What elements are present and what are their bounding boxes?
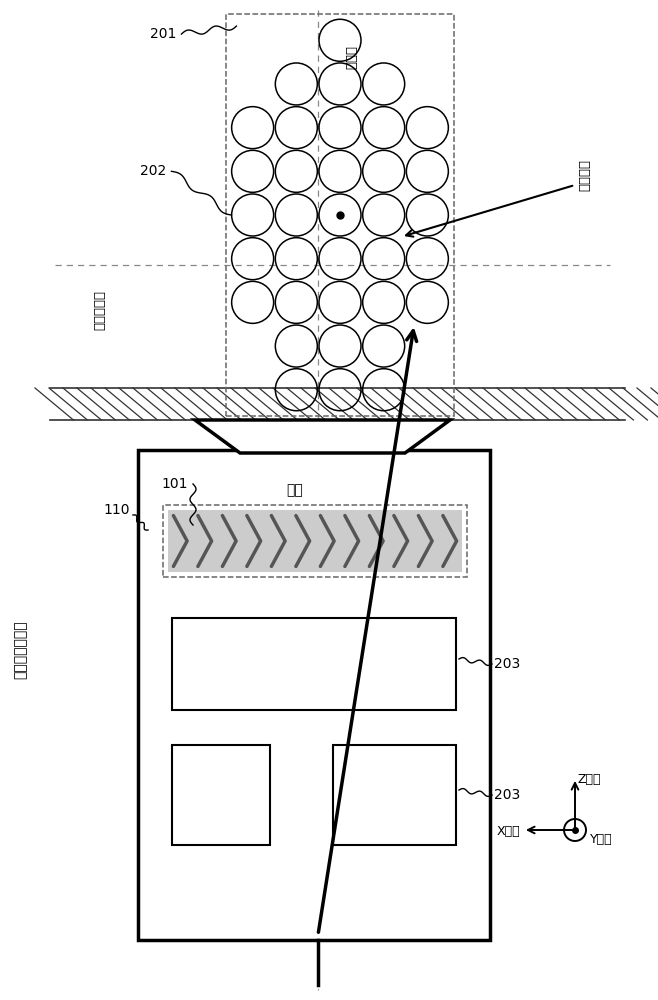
Text: 光束轴: 光束轴 [345,45,359,69]
Text: 照射中心: 照射中心 [578,159,592,191]
Polygon shape [195,420,450,453]
Text: 101: 101 [161,477,188,491]
Text: X方向: X方向 [496,825,520,838]
Text: 201: 201 [150,27,176,41]
Text: 照射中心面: 照射中心面 [93,290,107,330]
Bar [138,450,490,940]
Text: Y方向: Y方向 [590,833,613,846]
Bar [172,618,456,710]
Text: 202: 202 [140,164,166,178]
Text: 110: 110 [103,503,130,517]
Bar [333,745,456,845]
Bar [226,14,453,416]
Text: 被照射体的表面: 被照射体的表面 [13,621,27,679]
Text: 203: 203 [494,788,520,802]
Text: 203: 203 [494,657,520,671]
Bar [172,745,270,845]
Text: 光束: 光束 [287,483,303,497]
Text: Z方向: Z方向 [578,773,601,786]
Bar [168,510,462,572]
Bar [163,505,467,577]
